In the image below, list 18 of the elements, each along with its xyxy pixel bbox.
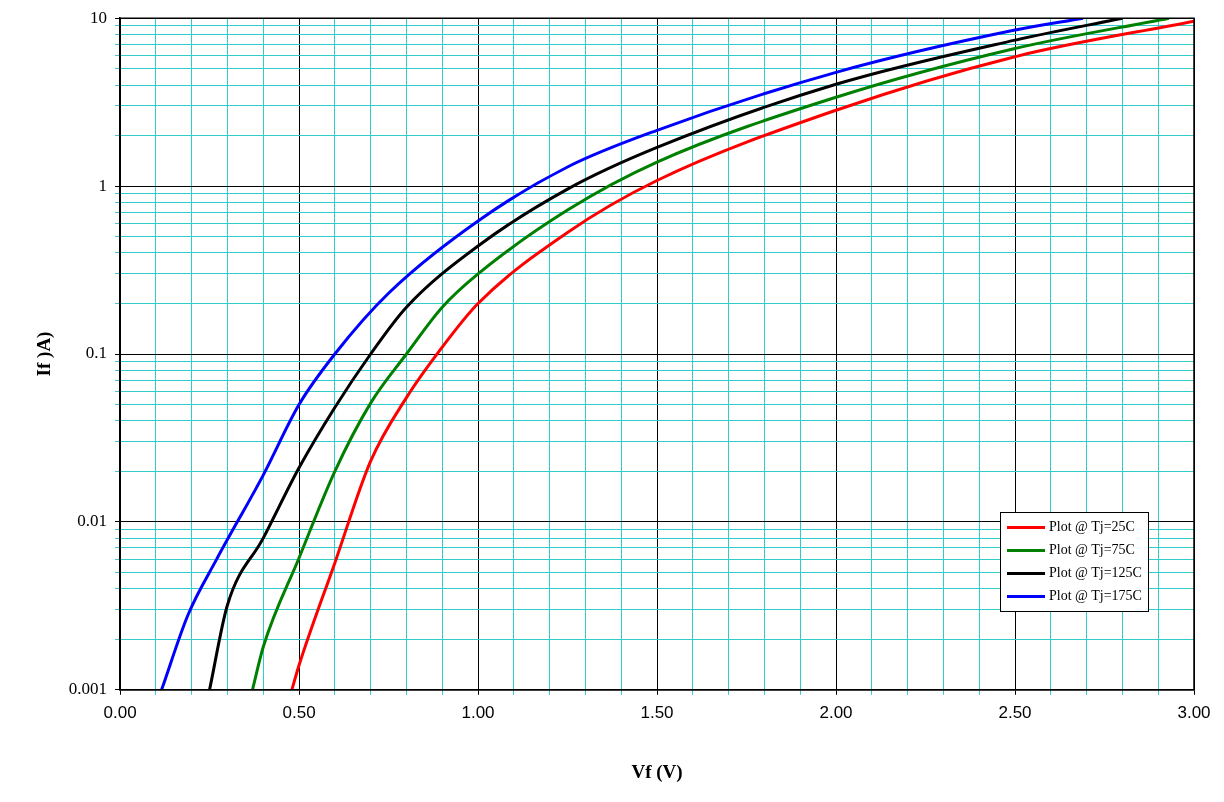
y-tick-label: 0.01 <box>77 511 108 531</box>
legend-label: Plot @ Tj=125C <box>1049 565 1142 582</box>
legend-label: Plot @ Tj=25C <box>1049 519 1135 536</box>
y-tick-label: 0.1 <box>85 343 108 363</box>
legend-label: Plot @ Tj=75C <box>1049 542 1135 559</box>
x-tick-label: 2.50 <box>998 702 1032 722</box>
x-axis-title: Vf (V) <box>631 760 683 783</box>
y-tick-label: 0.001 <box>68 679 108 699</box>
x-tick-label: 3.00 <box>1177 702 1211 722</box>
legend-label: Plot @ Tj=175C <box>1049 588 1142 605</box>
x-tick-label: 2.00 <box>819 702 853 722</box>
x-tick-label: 0.50 <box>282 702 316 722</box>
y-axis-title: If )A) <box>33 331 56 377</box>
y-tick-label: 1 <box>98 175 108 195</box>
x-tick-label: 1.00 <box>461 702 495 722</box>
y-tick-label: 10 <box>90 7 108 27</box>
x-tick-label: 0.00 <box>103 702 137 722</box>
x-tick-label: 1.50 <box>640 702 674 722</box>
